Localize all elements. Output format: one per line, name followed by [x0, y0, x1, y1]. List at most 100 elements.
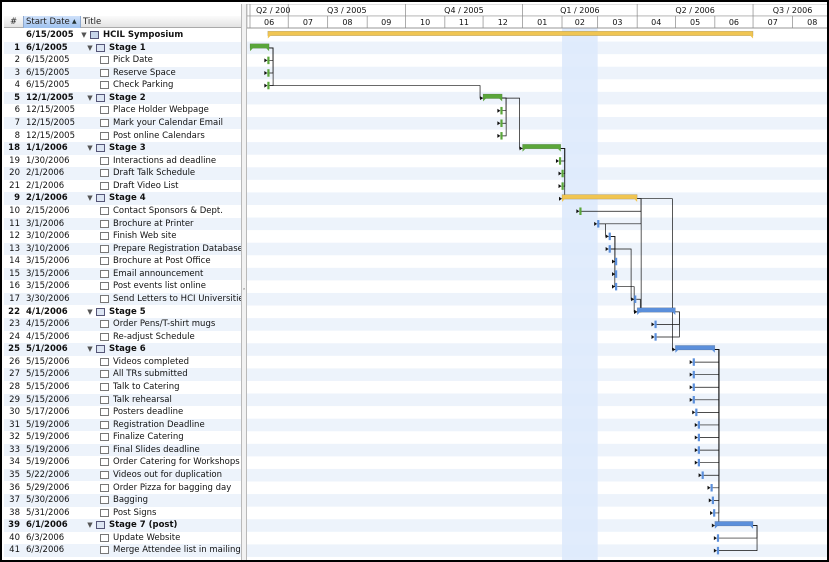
task-bar: [608, 232, 611, 241]
task-start-date: 2/1/2006: [26, 180, 65, 191]
task-number: 10: [9, 205, 20, 216]
row-stripe: [247, 167, 827, 180]
disclosure-triangle-icon[interactable]: ▼: [87, 43, 93, 52]
task-title: Stage 7 (post): [109, 520, 178, 531]
disclosure-triangle-icon[interactable]: ▼: [81, 31, 87, 39]
task-row[interactable]: 7 12/15/2005 Mark your Calendar Email: [4, 116, 241, 130]
task-document-icon: [100, 219, 109, 228]
task-row[interactable]: 30 5/17/2006 Posters deadline: [4, 406, 241, 419]
group-icon: [96, 43, 105, 52]
task-document-icon: [100, 269, 109, 278]
task-row[interactable]: 12 3/10/2006 Finish Web site: [4, 230, 241, 243]
task-row[interactable]: 2 6/15/2005 Pick Date: [4, 54, 241, 67]
task-row[interactable]: 25 5/1/2006 ▼ Stage 6: [4, 343, 241, 356]
task-start-date: 1/1/2006: [26, 143, 68, 154]
disclosure-triangle-icon[interactable]: ▼: [87, 93, 93, 102]
row-stripe: [247, 418, 827, 432]
group-icon: [96, 144, 105, 153]
task-row[interactable]: 35 5/22/2006 Videos out for duplication: [4, 468, 241, 482]
gantt-chart: Q2 / 200 Q3 / 2005 Q4 / 2005 Q1 / 2006 Q2 / …: [247, 4, 827, 560]
row-stripe: [247, 343, 827, 356]
task-row[interactable]: 22 4/1/2006 ▼ Stage 5: [4, 306, 241, 319]
pane-splitter[interactable]: ‸: [241, 4, 247, 560]
task-row[interactable]: 9 2/1/2006 ▼ Stage 4: [4, 192, 241, 205]
task-row[interactable]: 28 5/15/2006 Talk to Catering: [4, 381, 241, 394]
task-title: Contact Sponsors & Dept.: [113, 205, 223, 216]
disclosure-triangle-icon[interactable]: ▼: [87, 144, 93, 153]
column-header-title[interactable]: Title: [83, 17, 102, 27]
task-title: Email announcement: [113, 268, 204, 279]
dependency-arrowhead: [689, 385, 693, 390]
task-title: Update Website: [113, 532, 181, 543]
task-row[interactable]: 1 6/1/2005 ▼ Stage 1: [4, 41, 241, 55]
task-row[interactable]: 21 2/1/2006 Draft Video List: [4, 180, 241, 193]
task-bar: [701, 471, 704, 479]
task-row[interactable]: 27 5/15/2006 All TRs submitted: [4, 368, 241, 381]
column-header-start-date[interactable]: Start Date ▲: [23, 16, 81, 28]
task-document-icon: [100, 181, 109, 190]
task-row[interactable]: 26 5/15/2006 Videos completed: [4, 356, 241, 369]
task-row[interactable]: 15 3/15/2006 Email announcement: [4, 267, 241, 281]
task-row[interactable]: 29 5/15/2006 Talk rehearsal: [4, 393, 241, 407]
task-number: 16: [9, 281, 20, 292]
task-title: Merge Attendee list in mailing li: [113, 545, 241, 556]
task-bar: [615, 270, 618, 278]
month-label: 08: [807, 18, 817, 27]
task-row[interactable]: 10 2/15/2006 Contact Sponsors & Dept.: [4, 205, 241, 218]
task-row[interactable]: 24 4/15/2006 Re-adjust Schedule: [4, 331, 241, 344]
task-row[interactable]: 32 5/19/2006 Finalize Catering: [4, 431, 241, 444]
task-document-icon: [100, 118, 109, 127]
task-row[interactable]: 17 3/30/2006 Send Letters to HCI Universit…: [4, 292, 241, 306]
dependency-arrowhead: [692, 410, 696, 415]
disclosure-triangle-icon[interactable]: ▼: [87, 307, 93, 316]
task-row[interactable]: 14 3/15/2006 Brochure at Post Office: [4, 255, 241, 268]
task-row[interactable]: 18 1/1/2006 ▼ Stage 3: [4, 142, 241, 155]
row-stripe: [247, 217, 827, 231]
task-row[interactable]: 33 5/19/2006 Final Slides deadline: [4, 443, 241, 457]
task-row[interactable]: 6/15/2005 ▼ HCIL Symposium: [4, 29, 241, 42]
task-row[interactable]: 20 2/1/2006 Draft Talk Schedule: [4, 167, 241, 180]
task-bar: [558, 157, 562, 165]
task-row[interactable]: 16 3/15/2006 Post events list online: [4, 280, 241, 293]
task-row[interactable]: 6 12/15/2005 Place Holder Webpage: [4, 104, 241, 117]
task-row[interactable]: 36 5/29/2006 Order Pizza for bagging day: [4, 482, 241, 495]
task-document-icon: [100, 320, 109, 329]
summary-bar: [267, 30, 754, 36]
disclosure-triangle-icon[interactable]: ▼: [87, 194, 93, 203]
disclosure-triangle-icon[interactable]: ▼: [87, 521, 93, 530]
task-row[interactable]: 31 5/19/2006 Registration Deadline: [4, 418, 241, 432]
task-row[interactable]: 40 6/3/2006 Update Website: [4, 532, 241, 545]
task-title: Stage 3: [109, 143, 146, 154]
task-number: 6: [14, 105, 20, 116]
summary-bar-end-caps: [483, 98, 503, 102]
task-row[interactable]: 3 6/15/2005 Reserve Space: [4, 66, 241, 80]
task-row[interactable]: 37 5/30/2006 Bagging: [4, 494, 241, 507]
task-number: 29: [9, 394, 20, 405]
row-stripe: [247, 443, 827, 457]
task-bar: [500, 106, 503, 115]
task-row[interactable]: 13 3/10/2006 Prepare Registration Database: [4, 242, 241, 256]
dependency-arrowhead: [711, 523, 715, 528]
task-bar: [697, 433, 700, 442]
task-document-icon: [100, 470, 109, 479]
task-row[interactable]: 41 6/3/2006 Merge Attendee list in mailing…: [4, 544, 241, 557]
task-row[interactable]: 11 3/1/2006 Brochure at Printer: [4, 217, 241, 231]
task-row[interactable]: 23 4/15/2006 Order Pens/T-shirt mugs: [4, 318, 241, 331]
task-document-icon: [100, 433, 109, 442]
task-row[interactable]: 4 6/15/2005 Check Parking: [4, 79, 241, 92]
column-header-number[interactable]: #: [10, 17, 18, 27]
dependency-arrowhead: [672, 347, 676, 352]
task-row[interactable]: 8 12/15/2005 Post online Calendars: [4, 130, 241, 143]
task-row[interactable]: 34 5/19/2006 Order Catering for Workshops: [4, 456, 241, 469]
task-bar: [695, 408, 698, 417]
task-row[interactable]: 38 5/31/2006 Post Signs: [4, 507, 241, 520]
task-row[interactable]: 5 12/1/2005 ▼ Stage 2: [4, 91, 241, 105]
task-title: Order Pens/T-shirt mugs: [113, 319, 216, 330]
task-row[interactable]: 39 6/1/2006 ▼ Stage 7 (post): [4, 519, 241, 532]
task-number: 8: [14, 130, 20, 141]
task-start-date: 5/30/2006: [26, 495, 70, 506]
month-label: 06: [729, 18, 739, 27]
disclosure-triangle-icon[interactable]: ▼: [87, 345, 93, 354]
task-row[interactable]: 19 1/30/2006 Interactions ad deadline: [4, 155, 241, 168]
